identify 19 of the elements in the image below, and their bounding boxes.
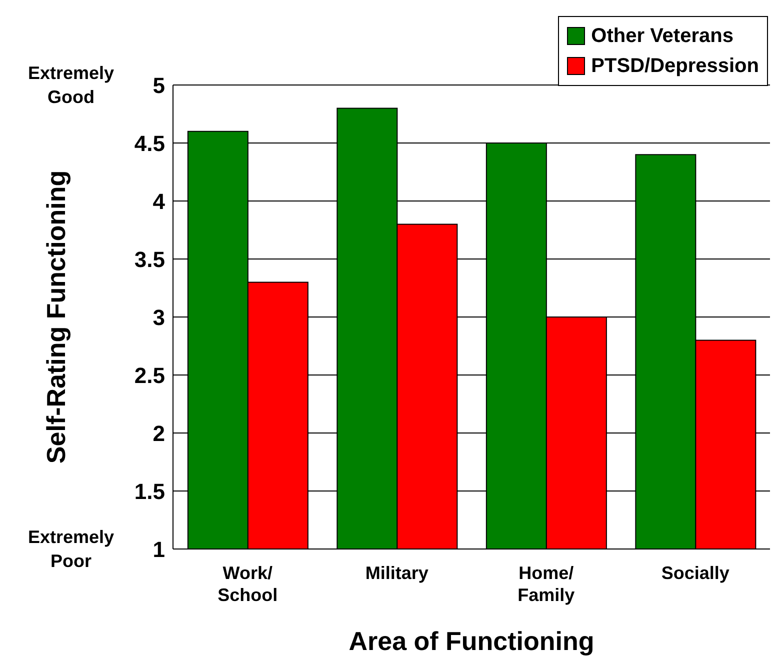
- text: Extremely Poor: [26, 526, 116, 573]
- y-tick-label: 3.5: [134, 246, 165, 272]
- text: Extremely Good: [26, 62, 116, 109]
- x-axis-title: Area of Functioning: [348, 626, 594, 656]
- y-tick-label: 4.5: [134, 130, 165, 156]
- y-tick-label: 5: [152, 72, 165, 98]
- legend-label: Other Veterans: [591, 24, 734, 49]
- legend-label: PTSD/Depression: [591, 54, 759, 79]
- y-tick-label: 1: [152, 536, 165, 562]
- y-tick-label: 4: [152, 188, 166, 214]
- x-tick-label: Socially: [661, 563, 730, 583]
- y-tick-label: 1.5: [134, 478, 165, 504]
- x-tick-label: Home/ Family: [518, 563, 575, 605]
- y-tick-label: 2.5: [134, 362, 165, 388]
- x-tick-label: Military: [365, 563, 428, 583]
- y-tick-label: 3: [152, 304, 165, 330]
- y-tick-label: 2: [152, 420, 165, 446]
- x-tick-label: Work/ School: [218, 563, 278, 605]
- y-axis-title: Self-Rating Functioning: [41, 170, 72, 464]
